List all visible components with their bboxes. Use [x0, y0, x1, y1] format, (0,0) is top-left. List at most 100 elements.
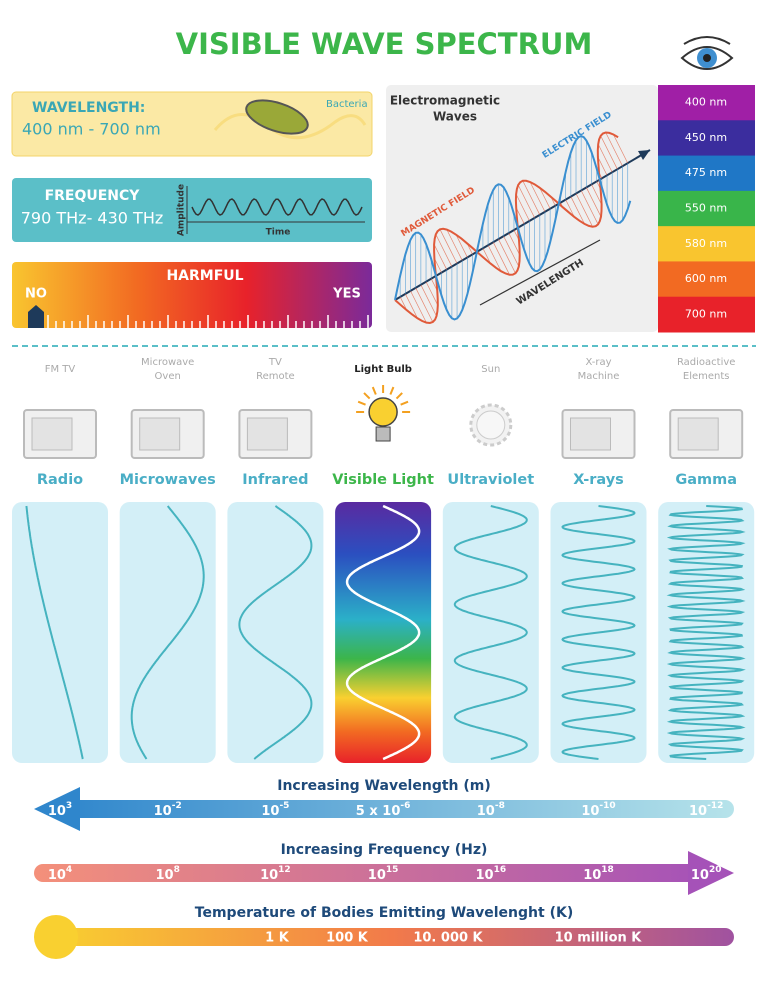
scale-label-base: 10: [477, 804, 495, 819]
scale-label: 10-2: [154, 801, 182, 819]
scale-label-base: 10: [475, 868, 493, 883]
scale-label-exp: 20: [709, 865, 722, 875]
scale-label: 1020: [691, 865, 722, 883]
scale-label: 10-8: [477, 801, 505, 819]
em-hatch: [498, 239, 516, 274]
scale-label-base: 10: [154, 804, 172, 819]
wave-panel: [335, 502, 432, 763]
scale-title: Increasing Frequency (Hz): [281, 842, 488, 858]
spectrum-name: X-rays: [573, 472, 624, 488]
em-hatch: [597, 144, 613, 173]
scale-label: 10-10: [581, 801, 615, 819]
em-hatch: [515, 207, 525, 225]
device-screen: [570, 417, 611, 451]
color-band: [658, 120, 755, 157]
eye-icon: [680, 36, 734, 70]
em-hatch: [580, 190, 599, 225]
spectrum-name: Ultraviolet: [447, 472, 534, 488]
bulb-ray: [357, 400, 366, 406]
scale-label: 10 million K: [555, 931, 643, 946]
color-band: [658, 296, 755, 333]
device-screen: [139, 417, 181, 451]
frequency-range: 790 THz- 430 THz: [21, 209, 164, 228]
scale-label: 1016: [475, 865, 506, 883]
scale-label-exp: 3: [66, 801, 72, 811]
scale-label: 5 x 10-6: [356, 801, 411, 819]
harmful-ruler: [47, 315, 369, 328]
em-hatch: [434, 258, 442, 273]
em-hatch: [439, 229, 458, 264]
scale-label: 103: [48, 801, 72, 819]
scale-label-exp: -10: [599, 801, 615, 811]
color-band: [658, 190, 755, 227]
harmful-box: [12, 262, 372, 328]
source-icon: [23, 409, 97, 459]
scale-arrowhead: [688, 851, 734, 895]
em-hatch: [410, 290, 427, 323]
title: VISIBLE WAVE SPECTRUM: [176, 27, 593, 61]
spectrum-name: Gamma: [675, 472, 737, 488]
em-hatch: [591, 184, 602, 205]
scale-bar: [50, 928, 734, 946]
scale-label-exp: 12: [278, 865, 291, 875]
em-hatch: [570, 196, 585, 225]
em-hatch: [522, 180, 541, 215]
wave: [561, 505, 636, 760]
em-hatch: [539, 187, 551, 209]
scale-sun: [34, 915, 78, 959]
em-wavelength-arrow: [479, 239, 601, 306]
source-icon: [469, 403, 513, 447]
em-hatch: [597, 156, 608, 176]
scale-label-exp: -2: [172, 801, 182, 811]
scale-label-base: 5 x 10: [356, 804, 401, 819]
scale-label: 10. 000 K: [413, 931, 483, 946]
source-label: FM TV: [45, 364, 76, 375]
source-icon: [238, 409, 313, 459]
source-label: Light Bulb: [354, 364, 412, 375]
scale-label: 104: [48, 865, 72, 883]
wave-panel: [442, 502, 539, 763]
scale-label-exp: -8: [495, 801, 505, 811]
scale-title: Increasing Wavelength (m): [277, 778, 491, 794]
device-screen: [677, 417, 719, 451]
scales: Increasing Wavelength (m)103 10-2 10-5 5 x …: [34, 778, 734, 959]
spectrum-name: Infrared: [242, 472, 308, 488]
em-hatch: [487, 245, 502, 272]
bulb-ray: [371, 386, 377, 395]
scale-label: 108: [156, 865, 180, 883]
source-icon: [669, 409, 744, 459]
em-hatch: [433, 244, 448, 270]
bulb-ray: [389, 386, 395, 395]
em-hatch: [425, 281, 439, 306]
color-band-label: 700 nm: [685, 307, 727, 320]
scale-label: 1015: [368, 865, 399, 883]
em-hatch: [586, 187, 602, 217]
harmful-yes: YES: [332, 287, 361, 302]
source-icon: [130, 409, 205, 459]
sun-core: [476, 410, 506, 440]
color-band-label: 400 nm: [685, 96, 727, 109]
em-hatch: [613, 134, 629, 164]
em-hatch: [482, 248, 491, 264]
wave-panel: [12, 502, 108, 763]
source-label: X-ray: [585, 357, 611, 368]
scale-label-base: 10: [368, 868, 386, 883]
em-hatch: [405, 293, 418, 319]
scale-bar: [34, 864, 708, 882]
em-hatch: [503, 235, 520, 267]
em-hatch: [415, 287, 434, 323]
source-label: Sun: [481, 364, 500, 375]
em-hatch: [492, 242, 510, 275]
em-title: Waves: [433, 110, 477, 124]
em-hatch: [600, 135, 618, 170]
source-icon: [356, 385, 411, 442]
color-band: [658, 226, 755, 262]
device-screen: [246, 417, 288, 451]
color-band: [658, 85, 755, 121]
scale-label-base: 10: [48, 804, 66, 819]
em-title: Electromagnetic: [390, 94, 500, 108]
amplitude-label: Amplitude: [177, 184, 187, 236]
scale-label-exp: 16: [494, 865, 507, 875]
spectrum-name: Visible Light: [332, 472, 434, 488]
harmful-no: NO: [25, 287, 47, 302]
